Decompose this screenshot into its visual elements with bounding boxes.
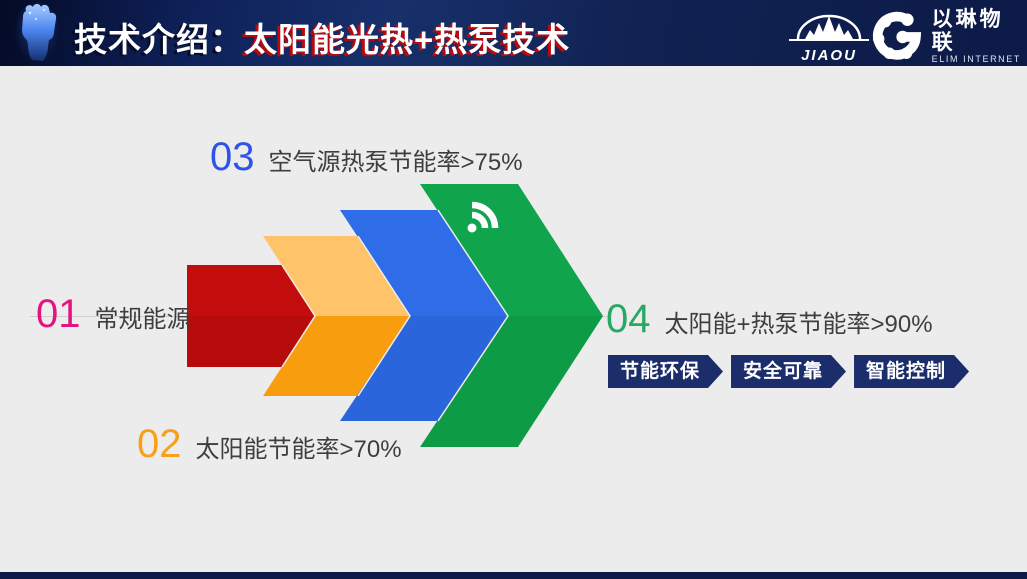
step-label-4: 04 太阳能+热泵节能率>90% (606, 299, 933, 339)
badge-smart-control: 智能控制 (854, 355, 969, 388)
wifi-signal-icon (467, 201, 499, 233)
step-text-1: 常规能源 (94, 306, 191, 333)
elim-logo-texts: 以琳物联 ELIM INTERNET (932, 8, 1027, 65)
seam-3-4 (437, 209, 509, 422)
jiaou-logo: JIAOU (788, 8, 870, 64)
step-label-2: 02 太阳能节能率>70% (137, 424, 402, 464)
feature-badges: 节能环保 安全可靠 智能控制 (608, 355, 969, 388)
arrow-step-1 (187, 265, 315, 367)
badge-energy-saving: 节能环保 (608, 355, 723, 388)
arrow-step-3 (340, 210, 508, 421)
crown-arc-icon (789, 14, 869, 41)
arrow-step-4 (420, 184, 603, 447)
seam-2-3 (357, 235, 411, 397)
footer-bar (0, 572, 1027, 579)
step-text-2: 太阳能节能率>70% (195, 436, 402, 463)
step-label-3: 03 空气源热泵节能率>75% (210, 137, 523, 177)
jiaou-logo-text: JIAOU (801, 47, 857, 64)
fist-icon (15, 2, 59, 62)
elim-name-en: ELIM INTERNET (931, 54, 1021, 65)
step-text-3: 空气源热泵节能率>75% (268, 149, 523, 176)
step-number-3: 03 (210, 135, 255, 179)
title-main: 太阳能光热+热泵技术 (244, 21, 571, 58)
step-label-1: 01 常规能源 (36, 294, 191, 334)
step-number-1: 01 (36, 292, 81, 336)
molecular-g-icon (872, 12, 922, 61)
arrow-step-2 (263, 236, 410, 396)
elim-logo: 以琳物联 ELIM INTERNET (872, 8, 1027, 65)
step-number-4: 04 (606, 297, 651, 341)
seam-1-2 (281, 264, 316, 368)
step-number-2: 02 (137, 422, 182, 466)
elim-name-cn: 以琳物联 (931, 8, 1004, 55)
step-text-4: 太阳能+热泵节能率>90% (664, 311, 933, 338)
slide-title: 技术介绍：太阳能光热+热泵技术 (74, 13, 570, 61)
title-prefix: 技术介绍： (74, 21, 244, 58)
header-bar: 技术介绍：太阳能光热+热泵技术 JIAOU 以琳物联 (0, 0, 1027, 66)
badge-safe-reliable: 安全可靠 (731, 355, 846, 388)
